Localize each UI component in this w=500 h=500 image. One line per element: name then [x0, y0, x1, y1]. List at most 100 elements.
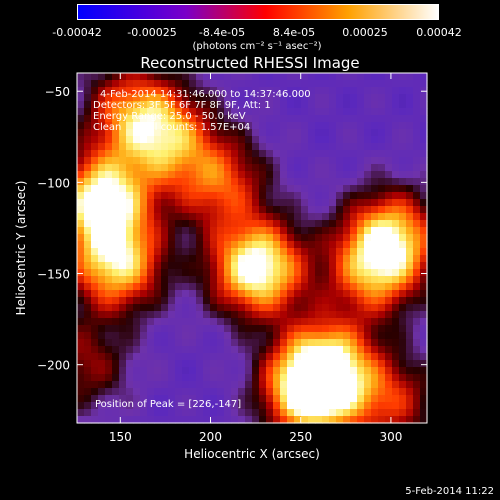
heatmap-cell [161, 374, 169, 382]
heatmap-cell [133, 80, 141, 88]
heatmap-cell [161, 241, 169, 249]
heatmap-cell [231, 297, 239, 305]
heatmap-cell [126, 101, 134, 109]
heatmap-cell [413, 185, 421, 193]
heatmap-cell [259, 248, 267, 256]
heatmap-cell [364, 416, 372, 424]
heatmap-cell [175, 227, 183, 235]
heatmap-cell [385, 73, 393, 81]
heatmap-cell [280, 185, 288, 193]
heatmap-cell [245, 150, 253, 158]
heatmap-cell [399, 206, 407, 214]
heatmap-cell [406, 276, 414, 284]
heatmap-cell [315, 143, 323, 151]
heatmap-cell [210, 332, 218, 340]
heatmap-cell [252, 339, 260, 347]
heatmap-cell [182, 73, 190, 81]
heatmap-cell [336, 115, 344, 123]
heatmap-cell [420, 150, 428, 158]
heatmap-cell [154, 164, 162, 172]
heatmap-cell [105, 171, 113, 179]
heatmap-cell [119, 80, 127, 88]
heatmap-cell [175, 402, 183, 410]
heatmap-cell [168, 311, 176, 319]
heatmap-cell [126, 325, 134, 333]
heatmap-cell [392, 255, 400, 263]
heatmap-cell [77, 94, 85, 102]
heatmap-cell [413, 213, 421, 221]
heatmap-cell [378, 199, 386, 207]
heatmap-cell [392, 248, 400, 256]
heatmap-cell [420, 395, 428, 403]
heatmap-cell [273, 360, 281, 368]
heatmap-cell [378, 129, 386, 137]
heatmap-cell [224, 416, 232, 424]
heatmap-cell [322, 164, 330, 172]
heatmap-cell [413, 101, 421, 109]
heatmap-cell [287, 234, 295, 242]
heatmap-cell [378, 164, 386, 172]
heatmap-cell [140, 115, 148, 123]
heatmap-cell [126, 122, 134, 130]
heatmap-cell [161, 416, 169, 424]
heatmap-cell [112, 234, 120, 242]
heatmap-cell [308, 150, 316, 158]
heatmap-cell [161, 248, 169, 256]
heatmap-cell [231, 416, 239, 424]
heatmap-cell [301, 325, 309, 333]
heatmap-cell [168, 115, 176, 123]
heatmap-cell [182, 269, 190, 277]
heatmap-cell [203, 143, 211, 151]
heatmap-cell [154, 241, 162, 249]
heatmap-cell [364, 171, 372, 179]
heatmap-cell [196, 318, 204, 326]
heatmap-cell [315, 374, 323, 382]
heatmap-cell [280, 241, 288, 249]
heatmap-cell [217, 164, 225, 172]
heatmap-cell [308, 87, 316, 95]
heatmap-cell [301, 164, 309, 172]
heatmap-cell [266, 276, 274, 284]
heatmap-cell [301, 157, 309, 165]
heatmap-cell [224, 409, 232, 417]
heatmap-cell [238, 269, 246, 277]
heatmap-cell [175, 94, 183, 102]
heatmap-cell [231, 213, 239, 221]
heatmap-cell [336, 409, 344, 417]
heatmap-cell [182, 227, 190, 235]
heatmap-cell [308, 227, 316, 235]
heatmap-cell [273, 416, 281, 424]
heatmap-cell [196, 262, 204, 270]
heatmap-cell [189, 262, 197, 270]
heatmap-cell [371, 129, 379, 137]
heatmap-cell [273, 241, 281, 249]
heatmap-cell [112, 339, 120, 347]
heatmap-cell [287, 178, 295, 186]
heatmap-cell [189, 108, 197, 116]
heatmap-cell [154, 150, 162, 158]
heatmap-cell [294, 206, 302, 214]
heatmap-cell [77, 416, 85, 424]
heatmap-cell [336, 416, 344, 424]
heatmap-cell [357, 297, 365, 305]
colorbar-tick-label: 8.4e-05 [273, 26, 315, 39]
heatmap-cell [350, 241, 358, 249]
heatmap-cell [112, 220, 120, 228]
heatmap-cell [77, 80, 85, 88]
heatmap-cell [217, 122, 225, 130]
heatmap-cell [273, 332, 281, 340]
heatmap-cell [126, 311, 134, 319]
heatmap-cell [343, 311, 351, 319]
heatmap-cell [364, 101, 372, 109]
heatmap-cell [315, 325, 323, 333]
heatmap-cell [126, 136, 134, 144]
heatmap-cell [259, 150, 267, 158]
heatmap-cell [315, 283, 323, 291]
heatmap-cell [308, 255, 316, 263]
heatmap-cell [280, 122, 288, 130]
heatmap-cell [189, 304, 197, 312]
heatmap-cell [175, 367, 183, 375]
heatmap-cell [371, 206, 379, 214]
heatmap-cell [84, 297, 92, 305]
heatmap-cell [161, 269, 169, 277]
